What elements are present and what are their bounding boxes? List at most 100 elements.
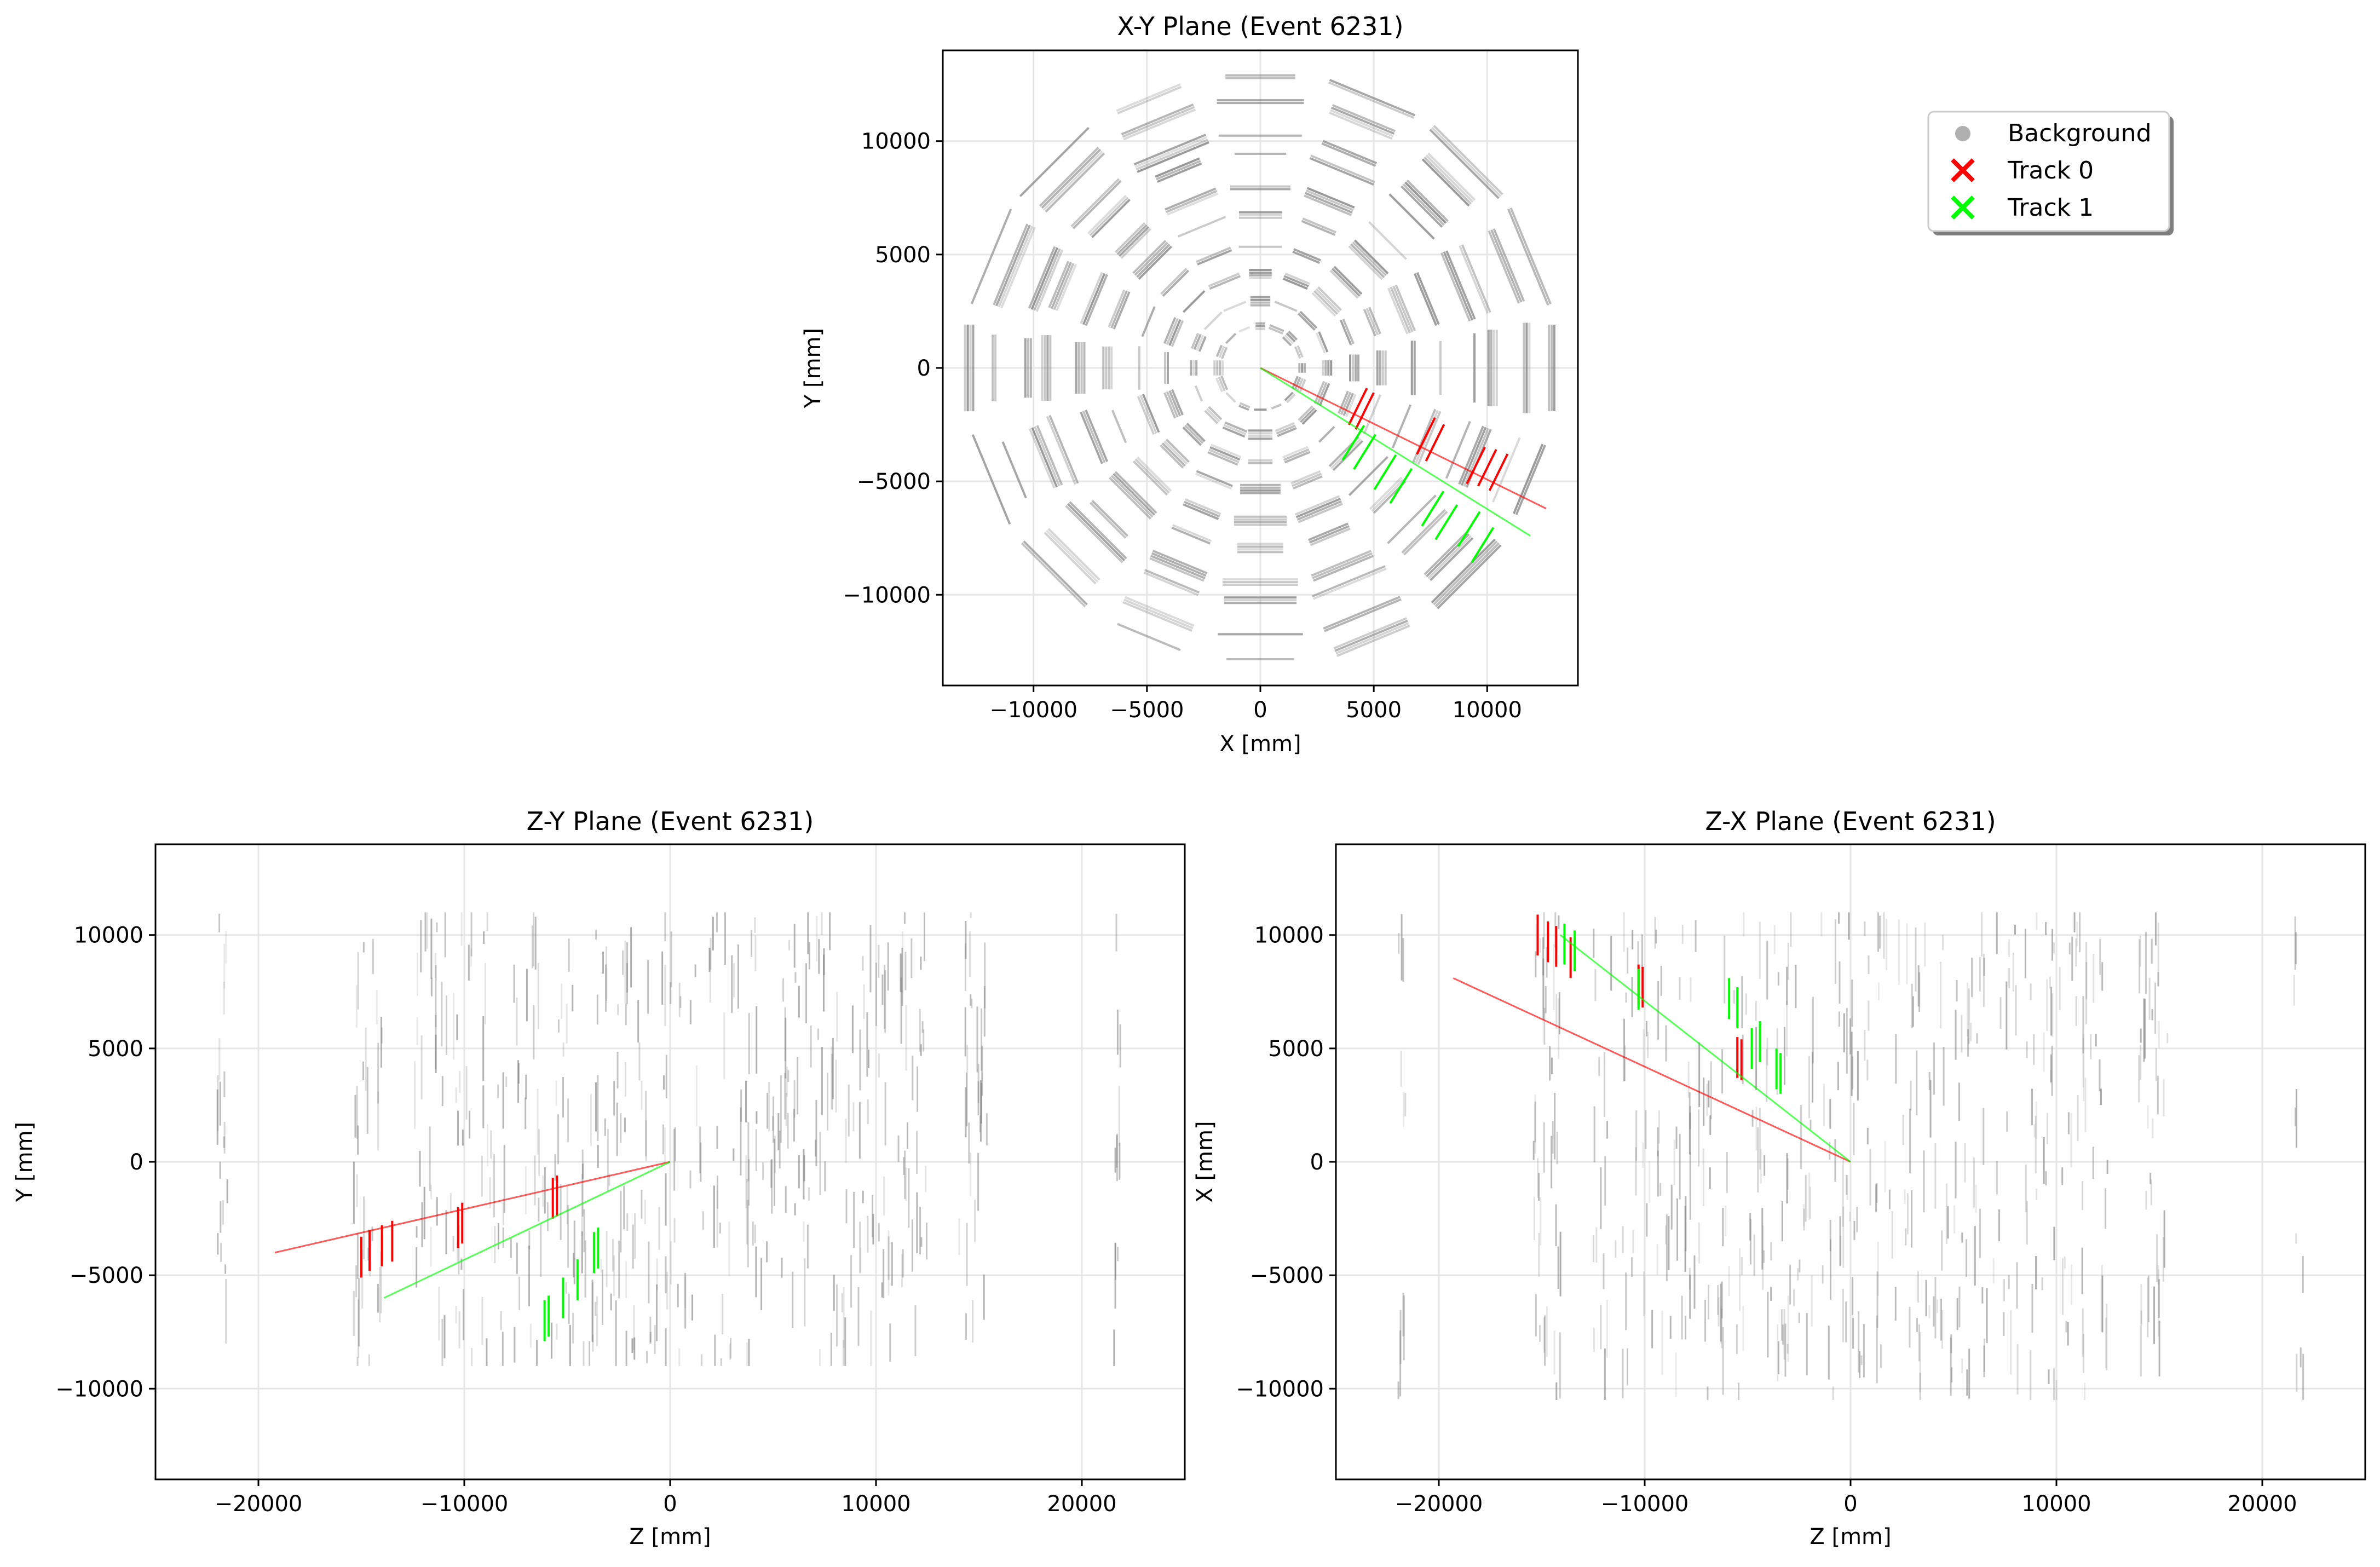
track-1-hit [1341, 424, 1365, 461]
background-hit-segment [1134, 136, 1207, 168]
background-hit-segment [1311, 292, 1336, 317]
background-hit-segment [1292, 376, 1299, 389]
background-hit-segment [1348, 245, 1383, 280]
background-hit-segment [1028, 428, 1056, 489]
legend-background-marker [1955, 126, 1970, 141]
background-hit-segment [1421, 158, 1470, 207]
background-hit-segment [1149, 557, 1205, 582]
background-hit-segment [1111, 410, 1127, 443]
track-1-fit-line [1260, 367, 1531, 537]
background-hit-segment [1388, 193, 1435, 240]
background-hit-segment [1445, 250, 1476, 320]
background-hit-segment [1268, 326, 1283, 335]
background-hit-segment [1318, 331, 1329, 353]
background-hit-segment [1218, 345, 1225, 358]
background-hit-segment [1443, 251, 1474, 321]
background-hit-segment [1132, 240, 1167, 274]
background-hit-segment [1437, 544, 1502, 609]
background-hit-segment [1299, 379, 1306, 392]
xy-plane-y-tick-label: 0 [917, 356, 931, 381]
background-hit-segment [1509, 207, 1552, 304]
zx-plane-background-hits [1397, 912, 2304, 1400]
zy-plane-x-tick-label: 0 [663, 1491, 677, 1517]
background-hit-segment [1284, 391, 1294, 401]
background-hit-segment [1440, 252, 1471, 322]
background-hit-segment [1313, 555, 1374, 582]
background-hit-segment [1171, 389, 1184, 416]
background-hit-segment [1387, 494, 1437, 544]
background-hit-segment [1085, 274, 1108, 326]
zy-plane-x-tick-label: −10000 [420, 1491, 509, 1517]
background-hit-segment [1150, 555, 1206, 579]
background-hit-segment [1152, 550, 1208, 574]
background-hit-segment [1507, 208, 1549, 306]
background-hit-segment [1294, 495, 1340, 516]
xy-plane-y-ticks: −10000 −5000 0 5000 10000 [843, 129, 943, 608]
background-hit-segment [1427, 535, 1472, 579]
background-hit-segment [1160, 268, 1188, 295]
background-hit-segment [1295, 498, 1341, 519]
background-hit-segment [1294, 346, 1301, 359]
background-hit-segment [1184, 500, 1220, 518]
background-hit-segment [1046, 416, 1076, 485]
background-hit-segment [1429, 129, 1500, 199]
background-hit-segment [1296, 500, 1342, 521]
background-hit-segment [1165, 190, 1218, 214]
background-hit-segment [1001, 441, 1027, 499]
background-hit-segment [1311, 550, 1372, 577]
background-hit-segment [1047, 528, 1100, 581]
background-hit-segment [1299, 310, 1318, 329]
track-1-hit [1389, 468, 1413, 504]
background-hit-segment [1225, 392, 1236, 403]
background-hit-segment [1363, 394, 1382, 435]
background-hit-segment [1065, 505, 1123, 563]
background-hit-segment [1043, 151, 1103, 211]
background-hit-segment [1116, 83, 1181, 112]
background-hit-segment [1312, 552, 1373, 579]
background-hit-segment [1434, 542, 1500, 608]
zx-plane-x-ticks: −20000 −10000 0 10000 20000 [1395, 1479, 2297, 1517]
zy-plane-background-hits [216, 912, 1121, 1366]
background-hit-segment [1283, 448, 1310, 461]
background-hit-segment [1191, 332, 1200, 349]
background-hit-segment [1299, 407, 1316, 423]
background-hit-segment [1322, 140, 1378, 164]
background-hit-segment [1196, 246, 1231, 263]
xy-plane-y-tick-label: 5000 [875, 243, 931, 268]
background-hit-segment [1137, 396, 1155, 435]
background-hit-segment [1515, 445, 1546, 515]
background-hit-segment [1021, 542, 1086, 608]
track-1-hit [1457, 511, 1481, 547]
background-hit-segment [1345, 394, 1357, 417]
background-hit-segment [1034, 426, 1061, 487]
background-hit-segment [1182, 290, 1206, 313]
track-1-fit-line [383, 1161, 671, 1299]
background-hit-segment [1136, 139, 1208, 171]
zx-plane-x-tick-label: −10000 [1601, 1491, 1689, 1517]
track-0-hit [1425, 424, 1445, 462]
background-hit-segment [1282, 336, 1292, 347]
legend-box [1927, 111, 2170, 232]
background-hit-segment [1430, 537, 1474, 581]
background-hit-segment [1139, 395, 1157, 434]
xy-plane-x-ticks: −10000 −5000 0 5000 10000 [989, 685, 1522, 723]
zy-plane-tracks [274, 1161, 671, 1341]
background-hit-segment [1197, 249, 1232, 266]
background-hit-segment [1321, 142, 1376, 167]
background-hit-segment [1284, 334, 1294, 344]
background-hit-segment [1039, 146, 1099, 207]
background-hit-segment [1416, 272, 1440, 325]
background-hit-segment [1391, 404, 1412, 449]
legend-track-1-label: Track 1 [2007, 194, 2094, 222]
background-hit-segment [1305, 189, 1354, 211]
background-hit-segment [1331, 268, 1361, 297]
background-hit-segment [1293, 475, 1323, 489]
zy-plane-y-tick-label: 0 [130, 1150, 143, 1175]
xy-plane-xlabel: X [mm] [1219, 731, 1301, 757]
background-hit-segment [1080, 411, 1103, 464]
track-0-fit-line [274, 1161, 671, 1254]
background-hit-segment [1082, 273, 1106, 325]
zy-plane-ylabel: Y [mm] [12, 1122, 37, 1202]
background-hit-segment [1163, 392, 1177, 419]
